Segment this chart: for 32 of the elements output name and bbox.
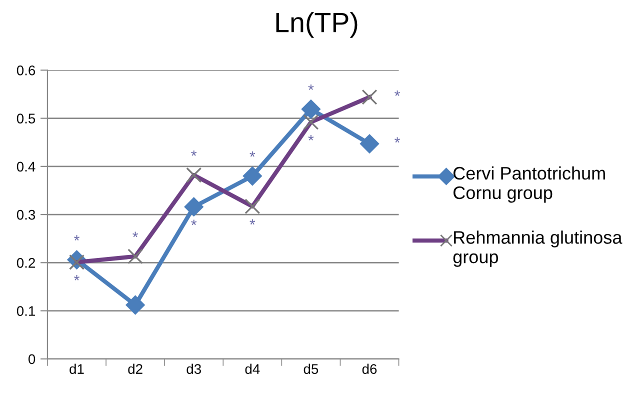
y-tick-label: 0.1 bbox=[16, 306, 35, 316]
point bbox=[184, 197, 204, 216]
x-tick-label: d1 bbox=[70, 364, 84, 374]
annotation: * bbox=[132, 232, 138, 238]
y-tick-label: 0 bbox=[28, 354, 36, 364]
annotation: * bbox=[308, 135, 314, 140]
annotation: * bbox=[250, 151, 256, 157]
x-tick-label: d4 bbox=[245, 364, 260, 374]
y-tick-label: 0.3 bbox=[16, 210, 36, 220]
annotation: * bbox=[191, 150, 197, 156]
annotation: * bbox=[394, 90, 400, 96]
annotation: * bbox=[308, 84, 314, 90]
y-tick-label: 0.5 bbox=[16, 114, 36, 124]
x-tick-label: d5 bbox=[304, 364, 318, 374]
point bbox=[242, 166, 262, 186]
x-tick-label: d3 bbox=[186, 364, 201, 374]
x-tick-label: d6 bbox=[362, 364, 377, 374]
annotation: * bbox=[191, 220, 197, 226]
legend-label: Cervi Pantotrichum Cornu group bbox=[454, 166, 605, 203]
point bbox=[301, 100, 320, 119]
annotation: * bbox=[74, 275, 80, 280]
annotation: * bbox=[250, 219, 256, 225]
annotation: * bbox=[394, 137, 400, 143]
chart-title: Ln(TP) bbox=[276, 12, 358, 38]
y-tick-label: 0.2 bbox=[16, 258, 35, 268]
y-tick-label: 0.6 bbox=[16, 66, 36, 76]
x-tick-label: d2 bbox=[128, 364, 142, 374]
point bbox=[360, 134, 380, 154]
legend-label: Rehmannia glutinosa group bbox=[453, 230, 622, 267]
annotation: * bbox=[74, 235, 80, 241]
point bbox=[126, 295, 145, 315]
y-tick-label: 0.4 bbox=[16, 162, 36, 172]
